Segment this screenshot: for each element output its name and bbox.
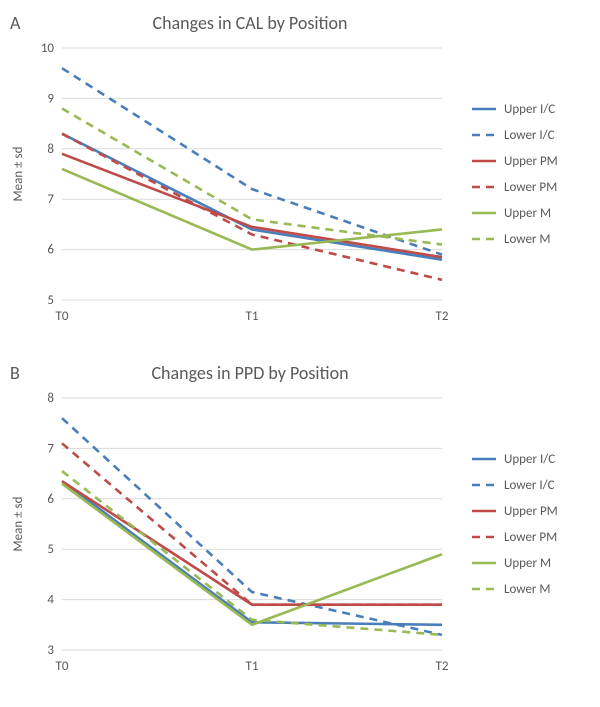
legend-swatch-lower_pm bbox=[472, 181, 496, 193]
svg-text:Mean ± sd: Mean ± sd bbox=[11, 497, 26, 552]
series-upper_ic bbox=[62, 134, 442, 260]
legend-item-lower_pm: Lower PM bbox=[472, 174, 558, 200]
legend-label-upper_pm: Upper PM bbox=[504, 504, 558, 519]
series-lower_pm bbox=[62, 134, 442, 280]
legend-label-lower_pm: Lower PM bbox=[504, 180, 557, 195]
legend-swatch-upper_m bbox=[472, 557, 496, 569]
legend-label-lower_m: Lower M bbox=[504, 232, 551, 247]
legend-swatch-upper_ic bbox=[472, 453, 496, 465]
chart-a-legend: Upper I/C Lower I/C Upper PM Lower PM Upper … bbox=[472, 96, 558, 252]
legend-swatch-lower_pm bbox=[472, 531, 496, 543]
page: A Changes in CAL by Position 5678910T0T1… bbox=[0, 0, 600, 707]
legend-label-lower_ic: Lower I/C bbox=[504, 478, 555, 493]
svg-text:6: 6 bbox=[47, 243, 54, 258]
legend-label-lower_pm: Lower PM bbox=[504, 530, 557, 545]
legend-label-upper_ic: Upper I/C bbox=[504, 102, 555, 117]
series-lower_m bbox=[62, 471, 442, 635]
series-upper_pm bbox=[62, 481, 442, 604]
legend-swatch-upper_pm bbox=[472, 505, 496, 517]
svg-text:3: 3 bbox=[47, 643, 54, 658]
legend-label-upper_m: Upper M bbox=[504, 556, 551, 571]
legend-swatch-lower_m bbox=[472, 233, 496, 245]
legend-item-upper_pm: Upper PM bbox=[472, 148, 558, 174]
svg-text:6: 6 bbox=[47, 492, 54, 507]
legend-item-upper_m: Upper M bbox=[472, 550, 558, 576]
legend-item-lower_m: Lower M bbox=[472, 576, 558, 602]
legend-label-upper_pm: Upper PM bbox=[504, 154, 558, 169]
svg-text:T2: T2 bbox=[436, 309, 449, 324]
legend-swatch-lower_m bbox=[472, 583, 496, 595]
svg-text:T1: T1 bbox=[246, 659, 259, 674]
svg-text:7: 7 bbox=[47, 192, 54, 207]
legend-item-upper_m: Upper M bbox=[472, 200, 558, 226]
legend-swatch-upper_ic bbox=[472, 103, 496, 115]
legend-item-upper_ic: Upper I/C bbox=[472, 446, 558, 472]
legend-label-lower_m: Lower M bbox=[504, 582, 551, 597]
svg-text:Mean ± sd: Mean ± sd bbox=[11, 147, 26, 202]
legend-item-lower_m: Lower M bbox=[472, 226, 558, 252]
svg-text:8: 8 bbox=[47, 142, 54, 157]
svg-text:T2: T2 bbox=[436, 659, 449, 674]
svg-text:T0: T0 bbox=[56, 309, 69, 324]
svg-text:9: 9 bbox=[47, 91, 54, 106]
svg-text:5: 5 bbox=[47, 542, 54, 557]
chart-b-legend: Upper I/C Lower I/C Upper PM Lower PM Upper … bbox=[472, 446, 558, 602]
svg-text:10: 10 bbox=[41, 41, 55, 56]
legend-item-lower_ic: Lower I/C bbox=[472, 122, 558, 148]
svg-text:4: 4 bbox=[47, 593, 54, 608]
legend-swatch-lower_ic bbox=[472, 479, 496, 491]
svg-text:T0: T0 bbox=[56, 659, 69, 674]
legend-item-upper_pm: Upper PM bbox=[472, 498, 558, 524]
legend-label-lower_ic: Lower I/C bbox=[504, 128, 555, 143]
legend-swatch-lower_ic bbox=[472, 129, 496, 141]
legend-item-lower_ic: Lower I/C bbox=[472, 472, 558, 498]
legend-label-upper_m: Upper M bbox=[504, 206, 551, 221]
legend-label-upper_ic: Upper I/C bbox=[504, 452, 555, 467]
svg-text:7: 7 bbox=[47, 441, 54, 456]
svg-text:8: 8 bbox=[47, 391, 54, 406]
legend-item-lower_pm: Lower PM bbox=[472, 524, 558, 550]
legend-item-upper_ic: Upper I/C bbox=[472, 96, 558, 122]
legend-swatch-upper_pm bbox=[472, 155, 496, 167]
svg-text:T1: T1 bbox=[246, 309, 259, 324]
series-upper_pm bbox=[62, 154, 442, 257]
legend-swatch-upper_m bbox=[472, 207, 496, 219]
svg-text:5: 5 bbox=[47, 293, 54, 308]
